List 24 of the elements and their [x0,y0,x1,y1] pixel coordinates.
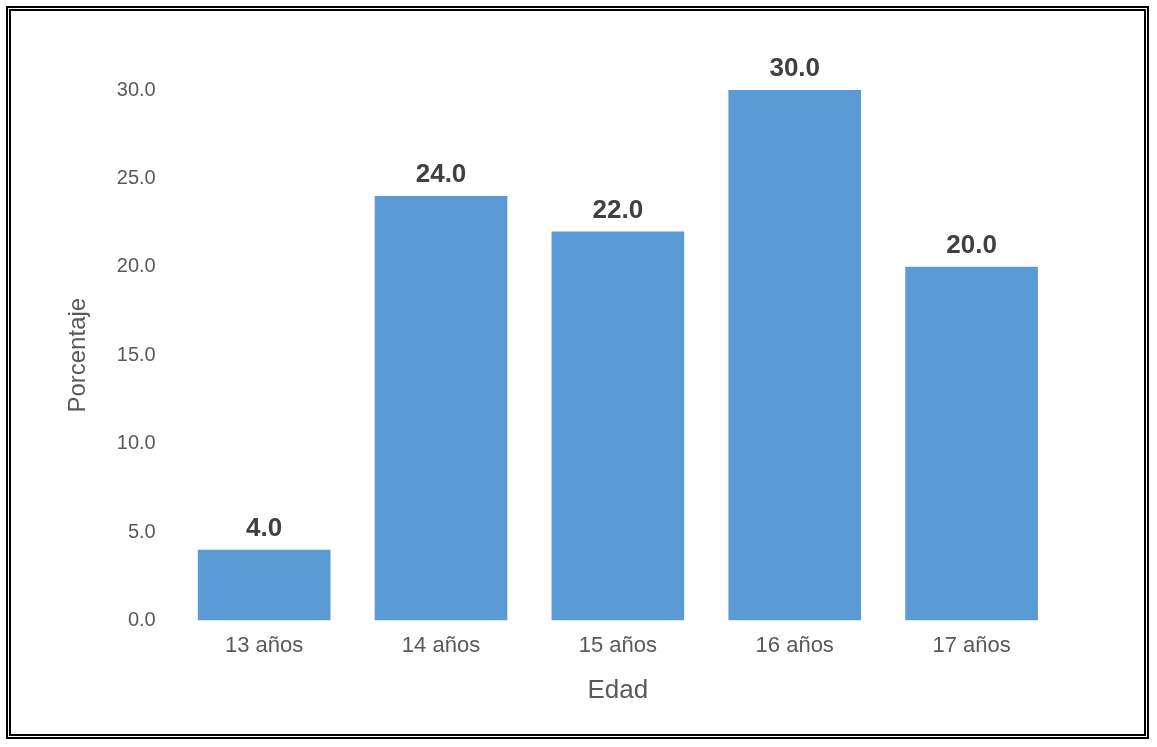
bar [728,90,862,621]
y-tick-label: 20.0 [116,254,156,277]
bar [197,549,331,621]
y-tick-label: 5.0 [127,519,156,542]
bar [374,196,508,621]
data-label: 22.0 [592,193,644,224]
data-label: 24.0 [415,158,467,189]
x-tick-label: 16 años [755,631,834,657]
data-label: 30.0 [769,52,821,83]
y-tick-label: 30.0 [116,77,156,100]
y-tick-label: 0.0 [127,607,156,630]
x-tick-label: 13 años [225,631,304,657]
x-tick-label: 15 años [578,631,658,657]
data-label: 20.0 [946,228,997,259]
bar [551,231,685,621]
y-axis-title: Porcentaje [63,297,91,413]
data-label: 4.0 [246,511,283,542]
x-axis-title: Edad [587,673,649,704]
y-tick-label: 25.0 [116,165,156,188]
bar [905,266,1038,621]
y-tick-label: 10.0 [116,431,156,454]
y-tick-label: 15.0 [116,342,156,365]
x-tick-label: 17 años [932,631,1011,657]
x-tick-label: 14 años [401,631,481,657]
